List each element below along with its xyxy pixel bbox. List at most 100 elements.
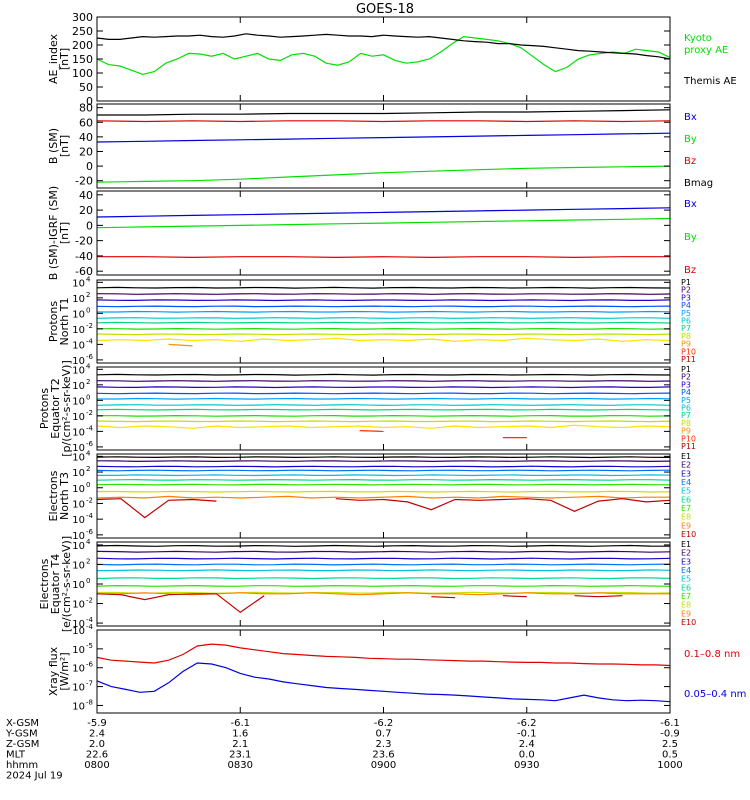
- flux-channel-8: [97, 414, 671, 417]
- flux-channel-2: [96, 460, 671, 463]
- y-tick-label: 10: [72, 499, 85, 510]
- y-axis-label: [p/(cm²-s-sr-keV)]: [60, 360, 73, 457]
- y-tick-label: 10: [72, 515, 85, 526]
- series-line-1: [96, 132, 671, 143]
- x-row-value: -6.2: [374, 718, 394, 729]
- y-tick-exponent: -4: [86, 424, 94, 432]
- legend-entry: P10: [681, 347, 696, 356]
- flux-channel-4: [96, 305, 671, 308]
- y-axis-label: Equator T4: [49, 554, 62, 614]
- y-axis-label: North T3: [58, 472, 71, 520]
- y-axis-label: Electrons: [47, 470, 60, 521]
- y-tick-label: 10: [72, 560, 85, 571]
- y-tick-label: 10: [72, 365, 85, 376]
- x-row-label: Z-GSM: [6, 739, 39, 750]
- x-axis-labels: X-GSM -5.9 -6.1 -6.2 -6.2 -6.1 Y-GSM 2.4 1.6 0.7 -…: [5, 718, 683, 782]
- y-axis-label: Protons: [47, 301, 60, 342]
- y-tick-exponent: 0: [86, 481, 90, 489]
- flux-channel-1: [96, 373, 671, 376]
- legend-entry: E4: [681, 566, 691, 575]
- y-tick-label: 10: [72, 619, 85, 630]
- legend-entry: E7: [681, 592, 691, 601]
- y-tick-label: 10: [72, 427, 85, 438]
- y-tick-label: 10: [72, 325, 85, 336]
- y-tick-label: 10: [72, 294, 85, 305]
- legend-entry: E10: [681, 530, 696, 539]
- noisy-channel-1: [96, 495, 670, 499]
- y-axis-label: Electrons: [38, 558, 51, 609]
- panel-frame: [96, 541, 671, 627]
- y-tick-label: 10: [72, 531, 85, 542]
- y-axis-label: [nT]: [58, 135, 71, 157]
- y-tick-exponent: 4: [86, 538, 91, 546]
- x-row-value: -6.1: [230, 718, 250, 729]
- x-row-value: -0.9: [660, 729, 680, 740]
- legend-entry: E3: [681, 557, 691, 566]
- y-tick-label: 10: [72, 309, 85, 320]
- series-line-2: [96, 217, 671, 229]
- legend-entry: P9: [681, 340, 691, 349]
- flux-channel-3: [96, 386, 671, 389]
- legend-entry: E4: [681, 478, 691, 487]
- series-line-2: [96, 33, 671, 60]
- legend-entry: E1: [681, 540, 691, 549]
- flux-channel-5: [97, 397, 671, 400]
- legend-entry: E5: [681, 487, 691, 496]
- legend-entry: Themis AE: [683, 76, 737, 87]
- panels: 050100150200250300AE_index[nT]Kyotoproxy…: [38, 11, 746, 714]
- y-tick-label: 10: [72, 664, 85, 675]
- y-tick-exponent: -2: [86, 322, 93, 330]
- flux-channel-3: [96, 557, 671, 560]
- legend-entry: Bz: [684, 265, 696, 276]
- y-tick-label: 100: [72, 67, 93, 80]
- y-tick-label: 10: [72, 645, 85, 656]
- y-tick-exponent: -4: [86, 512, 94, 520]
- flux-channel-6: [96, 317, 671, 319]
- y-tick-label: -40: [75, 250, 93, 263]
- legend-entry: E9: [681, 609, 691, 618]
- noisy-channel-2: [431, 596, 456, 599]
- legend-entry: P2: [681, 286, 691, 295]
- y-tick-label: 0: [86, 160, 93, 173]
- y-tick-label: 10: [72, 381, 85, 392]
- legend-entry: Bmag: [684, 178, 713, 189]
- flux-channel-9: [96, 333, 671, 336]
- y-axis-label: North T1: [58, 298, 71, 346]
- y-tick-exponent: -6: [86, 353, 94, 361]
- legend-entry: E8: [681, 513, 691, 522]
- y-tick-exponent: -4: [86, 616, 94, 624]
- legend-entry: E9: [681, 521, 691, 530]
- flux-channel-5: [97, 474, 671, 477]
- y-tick-label: 0: [86, 219, 93, 232]
- noisy-channel-2: [335, 498, 671, 512]
- legend-entry: By: [684, 232, 697, 243]
- y-tick-exponent: -2: [86, 409, 93, 417]
- y-axis-label: Xray flux: [47, 646, 60, 696]
- panel-frame: [96, 366, 671, 451]
- y-tick-label: 10: [72, 541, 85, 552]
- y-tick-exponent: -6: [86, 661, 94, 669]
- flux-channel-6: [96, 404, 671, 406]
- y-tick-exponent: 4: [86, 449, 91, 457]
- x-row-value: 0900: [371, 760, 396, 771]
- y-tick-label: 10: [72, 484, 85, 495]
- x-row-value: 2.5: [662, 739, 678, 750]
- flux-channel-8: [97, 490, 671, 493]
- legend-entry: P5: [681, 396, 691, 405]
- legend-entry: E10: [681, 618, 696, 627]
- y-tick-exponent: 0: [86, 393, 90, 401]
- y-axis-label: [W/m²]: [58, 652, 71, 690]
- flux-channel-3: [96, 465, 671, 468]
- series-line-1: [96, 207, 671, 218]
- legend-entry: P4: [681, 388, 691, 397]
- x-row-value: -6.1: [660, 718, 680, 729]
- noisy-channel-1: [97, 592, 670, 596]
